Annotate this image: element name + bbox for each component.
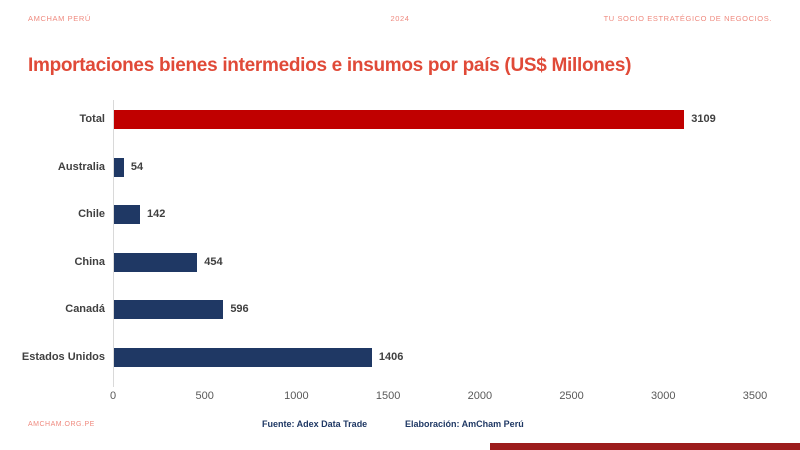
value-label: 3109 — [691, 113, 716, 125]
x-tick-label: 3500 — [742, 390, 768, 402]
category-label: Estados Unidos — [21, 350, 105, 363]
value-label: 142 — [147, 208, 166, 220]
bottom-accent-bar — [490, 443, 800, 450]
header-year: 2024 — [390, 14, 410, 23]
x-tick-label: 2000 — [467, 390, 493, 402]
x-tick-label: 1500 — [375, 390, 401, 402]
value-label: 1406 — [378, 350, 404, 363]
bar-canadá — [114, 300, 224, 319]
header-slogan: TU SOCIO ESTRATÉGICO DE NEGOCIOS. — [603, 14, 772, 23]
value-label: 54 — [130, 160, 144, 173]
category-label: Total — [79, 113, 105, 125]
value-label: 596 — [230, 303, 249, 315]
category-label: Australia — [57, 160, 105, 173]
footer-elaboration: Elaboración: AmCham Perú — [405, 419, 524, 429]
footer-source: Fuente: Adex Data Trade — [262, 419, 368, 429]
category-label: Chile — [78, 208, 105, 220]
bar-estados-unidos — [114, 347, 372, 367]
y-axis-line — [113, 100, 114, 387]
bar-chile — [114, 205, 141, 224]
bar-china — [114, 252, 198, 272]
category-label: China — [74, 255, 105, 268]
x-tick-label: 3000 — [651, 390, 676, 402]
x-tick-label: 500 — [195, 390, 214, 402]
chart-title: Importaciones bienes intermedios e insum… — [28, 55, 632, 76]
category-label: Canadá — [65, 303, 105, 315]
x-tick-label: 1000 — [284, 390, 309, 402]
footer-website: AMCHAM.ORG.PE — [28, 421, 95, 428]
bar-australia — [114, 157, 124, 177]
x-tick-label: 0 — [109, 390, 117, 402]
value-label: 454 — [204, 255, 223, 268]
x-tick-label: 2500 — [559, 390, 584, 402]
header-brand: AMCHAM PERÚ — [28, 14, 91, 23]
bar-total — [114, 110, 685, 129]
page-header: AMCHAM PERÚ 2024 TU SOCIO ESTRATÉGICO DE… — [0, 14, 800, 26]
